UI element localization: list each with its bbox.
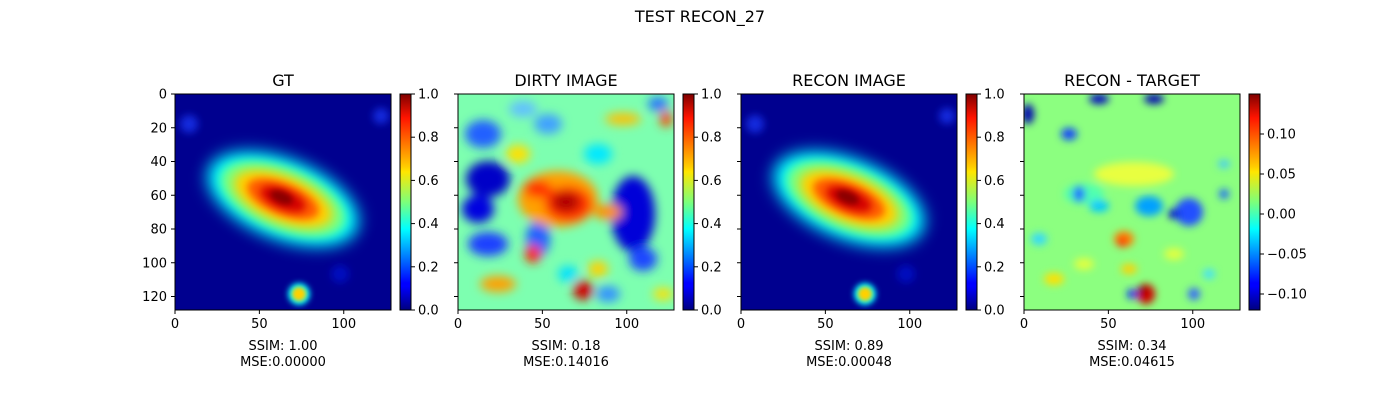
y-tick-label: 60 xyxy=(150,189,167,204)
colorbar-tick-label: 0.6 xyxy=(418,174,439,189)
colorbar-tick-label: 1.0 xyxy=(701,88,722,103)
y-tick-label: 120 xyxy=(142,290,167,305)
heatmap-image xyxy=(741,94,957,310)
colorbar-tick-label: −0.05 xyxy=(1267,248,1307,263)
y-tick-label: 20 xyxy=(150,121,167,136)
panel-title: RECON - TARGET xyxy=(1064,71,1200,90)
ssim-label: SSIM: 1.00 xyxy=(248,339,317,354)
colorbar-tick-label: 0.8 xyxy=(984,131,1005,146)
colorbar-tick-label: 0.10 xyxy=(1267,128,1296,143)
colorbar xyxy=(1248,93,1261,311)
mse-label: MSE:0.04615 xyxy=(1089,355,1175,370)
ssim-label: SSIM: 0.89 xyxy=(814,339,883,354)
colorbar-tick-label: 0.6 xyxy=(984,174,1005,189)
x-tick-label: 0 xyxy=(1020,317,1028,332)
colorbar-tick-label: 1.0 xyxy=(418,88,439,103)
x-tick-label: 50 xyxy=(1100,317,1117,332)
colorbar-tick-label: 0.05 xyxy=(1267,168,1296,183)
x-tick-label: 0 xyxy=(737,317,745,332)
colorbar-tick-label: 0.2 xyxy=(984,260,1005,275)
colorbar xyxy=(682,93,695,311)
panel-title: RECON IMAGE xyxy=(792,71,906,90)
colorbar-tick-label: 0.8 xyxy=(701,131,722,146)
colorbar xyxy=(399,93,412,311)
x-tick-label: 0 xyxy=(171,317,179,332)
panel-title: GT xyxy=(272,71,294,90)
ssim-label: SSIM: 0.18 xyxy=(531,339,600,354)
colorbar-tick-label: 0.2 xyxy=(418,260,439,275)
colorbar-tick-label: 0.6 xyxy=(701,174,722,189)
x-tick-label: 100 xyxy=(897,317,922,332)
x-tick-label: 50 xyxy=(534,317,551,332)
ssim-label: SSIM: 0.34 xyxy=(1097,339,1166,354)
colorbar-tick-label: 0.4 xyxy=(701,217,722,232)
panel-title: DIRTY IMAGE xyxy=(514,71,617,90)
panel-recon-minus-target: RECON - TARGET xyxy=(1020,71,1307,370)
colorbar-tick-label: 0.0 xyxy=(701,304,722,319)
colorbar-tick-label: 1.0 xyxy=(984,88,1005,103)
colorbar-tick-label: 0.00 xyxy=(1267,208,1296,223)
colorbar-tick-label: 0.8 xyxy=(418,131,439,146)
heatmap-image xyxy=(458,94,674,310)
panel-gt: GT 0 50 100 0 20 40 60 80 100 120 0.0 0.2 0.4 0.6 0.8… xyxy=(142,71,439,370)
x-tick-label: 50 xyxy=(817,317,834,332)
y-tick-label: 40 xyxy=(150,155,167,170)
x-tick-label: 50 xyxy=(251,317,268,332)
heatmap-image xyxy=(175,94,391,310)
x-tick-label: 100 xyxy=(331,317,356,332)
x-tick-label: 100 xyxy=(1180,317,1205,332)
heatmap-image xyxy=(1024,94,1240,310)
colorbar-tick-label: 0.0 xyxy=(984,304,1005,319)
y-tick-label: 0 xyxy=(159,88,167,103)
colorbar-tick-label: 0.0 xyxy=(418,304,439,319)
colorbar xyxy=(965,93,978,311)
panel-recon-image: RECON IMAGE 0 50 100 0.0 0.2 0.4 0.6 0.8 1.0 SS… xyxy=(737,71,1005,370)
mse-label: MSE:0.14016 xyxy=(523,355,609,370)
x-tick-label: 100 xyxy=(614,317,639,332)
mse-label: MSE:0.00000 xyxy=(240,355,326,370)
y-tick-label: 80 xyxy=(150,223,167,238)
mse-label: MSE:0.00048 xyxy=(806,355,892,370)
panel-dirty-image: DIRTY IMAGE xyxy=(454,71,722,370)
colorbar-tick-label: −0.10 xyxy=(1267,288,1307,303)
figure-suptitle: TEST RECON_27 xyxy=(634,7,765,27)
x-tick-label: 0 xyxy=(454,317,462,332)
colorbar-tick-label: 0.2 xyxy=(701,260,722,275)
y-tick-label: 100 xyxy=(142,256,167,271)
colorbar-tick-label: 0.4 xyxy=(418,217,439,232)
colorbar-tick-label: 0.4 xyxy=(984,217,1005,232)
